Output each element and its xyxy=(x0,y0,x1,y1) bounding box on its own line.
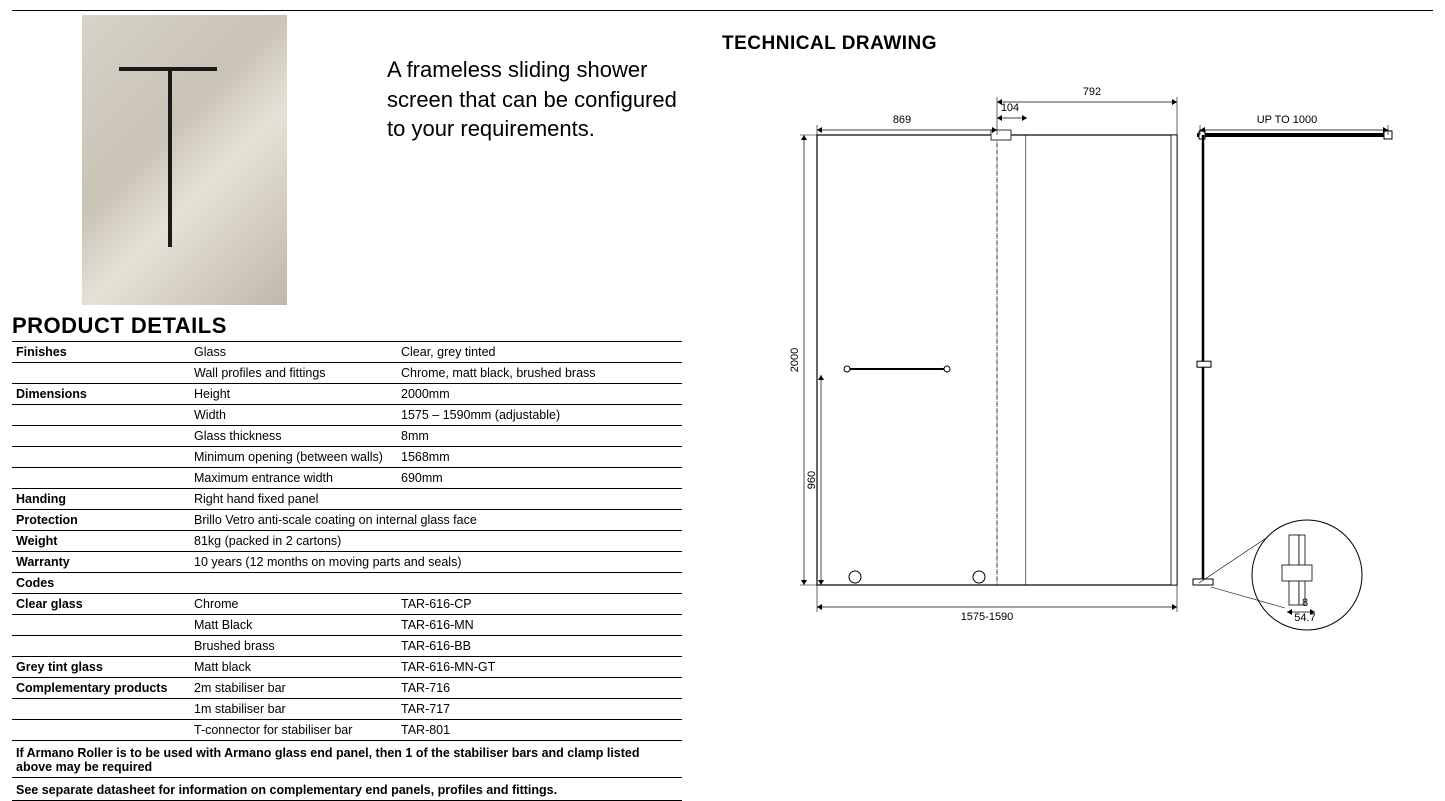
table-row: Minimum opening (between walls)1568mm xyxy=(12,447,682,468)
spec-value: Brillo Vetro anti-scale coating on inter… xyxy=(190,510,682,531)
table-row: HandingRight hand fixed panel xyxy=(12,489,682,510)
table-row: T-connector for stabiliser barTAR-801 xyxy=(12,720,682,741)
svg-text:8: 8 xyxy=(1302,597,1308,609)
table-note-row: See separate datasheet for information o… xyxy=(12,778,682,801)
spec-category xyxy=(12,699,190,720)
technical-drawing-heading: TECHNICAL DRAWING xyxy=(722,33,1433,55)
spec-attribute: Wall profiles and fittings xyxy=(190,363,397,384)
table-row: Brushed brassTAR-616-BB xyxy=(12,636,682,657)
svg-text:UP TO 1000: UP TO 1000 xyxy=(1257,114,1318,126)
spec-value: 81kg (packed in 2 cartons) xyxy=(190,531,682,552)
spec-attribute: 2m stabiliser bar xyxy=(190,678,397,699)
product-details-table: FinishesGlassClear, grey tintedWall prof… xyxy=(12,341,682,801)
spec-value: 10 years (12 months on moving parts and … xyxy=(190,552,682,573)
table-note: If Armano Roller is to be used with Arma… xyxy=(12,741,682,778)
table-row: Complementary products2m stabiliser barT… xyxy=(12,678,682,699)
spec-attribute: Height xyxy=(190,384,397,405)
spec-attribute: Minimum opening (between walls) xyxy=(190,447,397,468)
spec-value: TAR-717 xyxy=(397,699,682,720)
spec-attribute: Brushed brass xyxy=(190,636,397,657)
table-row: Clear glassChromeTAR-616-CP xyxy=(12,594,682,615)
svg-text:104: 104 xyxy=(1001,102,1019,114)
spec-attribute: Glass xyxy=(190,342,397,363)
spec-value: TAR-801 xyxy=(397,720,682,741)
svg-text:960: 960 xyxy=(806,471,818,489)
table-row: Codes xyxy=(12,573,682,594)
svg-text:2000: 2000 xyxy=(789,348,801,372)
spec-category xyxy=(12,720,190,741)
spec-value: TAR-716 xyxy=(397,678,682,699)
spec-value: 8mm xyxy=(397,426,682,447)
left-column: A frameless sliding shower screen that c… xyxy=(12,15,682,801)
spec-category xyxy=(12,363,190,384)
spec-category: Weight xyxy=(12,531,190,552)
spec-category: Codes xyxy=(12,573,190,594)
svg-text:792: 792 xyxy=(1083,86,1101,98)
table-row: Weight81kg (packed in 2 cartons) xyxy=(12,531,682,552)
spec-category: Warranty xyxy=(12,552,190,573)
spec-attribute: 1m stabiliser bar xyxy=(190,699,397,720)
svg-text:54.7: 54.7 xyxy=(1294,612,1315,624)
spec-attribute: Width xyxy=(190,405,397,426)
spec-value: TAR-616-BB xyxy=(397,636,682,657)
spec-attribute: Glass thickness xyxy=(190,426,397,447)
spec-attribute: Chrome xyxy=(190,594,397,615)
spec-category xyxy=(12,426,190,447)
table-row: Matt BlackTAR-616-MN xyxy=(12,615,682,636)
technical-drawing: 792 104 869 UP TO 1000 2000 960 1575-1590 8 54.7 xyxy=(722,85,1433,645)
spec-value: 1568mm xyxy=(397,447,682,468)
product-description: A frameless sliding shower screen that c… xyxy=(387,55,677,144)
table-row: Maximum entrance width690mm xyxy=(12,468,682,489)
spec-value xyxy=(397,573,682,594)
table-row: Width1575 – 1590mm (adjustable) xyxy=(12,405,682,426)
spec-value: Right hand fixed panel xyxy=(190,489,682,510)
right-column: TECHNICAL DRAWING 792 104 869 UP TO 1000 200… xyxy=(722,15,1433,801)
table-row: FinishesGlassClear, grey tinted xyxy=(12,342,682,363)
spec-attribute: Matt black xyxy=(190,657,397,678)
spec-value: TAR-616-MN-GT xyxy=(397,657,682,678)
table-note: See separate datasheet for information o… xyxy=(12,778,682,801)
spec-value: 2000mm xyxy=(397,384,682,405)
spec-category xyxy=(12,468,190,489)
table-note-row: If Armano Roller is to be used with Arma… xyxy=(12,741,682,778)
spec-category xyxy=(12,447,190,468)
spec-category xyxy=(12,636,190,657)
spec-category xyxy=(12,405,190,426)
spec-attribute: T-connector for stabiliser bar xyxy=(190,720,397,741)
spec-value: Clear, grey tinted xyxy=(397,342,682,363)
spec-attribute xyxy=(190,573,397,594)
spec-value: Chrome, matt black, brushed brass xyxy=(397,363,682,384)
spec-category: Grey tint glass xyxy=(12,657,190,678)
spec-category: Clear glass xyxy=(12,594,190,615)
table-row: 1m stabiliser barTAR-717 xyxy=(12,699,682,720)
table-row: Grey tint glassMatt blackTAR-616-MN-GT xyxy=(12,657,682,678)
table-row: Warranty10 years (12 months on moving pa… xyxy=(12,552,682,573)
spec-category: Finishes xyxy=(12,342,190,363)
spec-category: Complementary products xyxy=(12,678,190,699)
spec-category xyxy=(12,615,190,636)
spec-value: 690mm xyxy=(397,468,682,489)
spec-category: Dimensions xyxy=(12,384,190,405)
product-photo xyxy=(82,15,287,305)
page-top-rule xyxy=(12,10,1433,11)
product-details-heading: PRODUCT DETAILS xyxy=(12,313,682,339)
table-row: Wall profiles and fittingsChrome, matt b… xyxy=(12,363,682,384)
spec-attribute: Maximum entrance width xyxy=(190,468,397,489)
table-row: Glass thickness8mm xyxy=(12,426,682,447)
spec-attribute: Matt Black xyxy=(190,615,397,636)
spec-value: TAR-616-MN xyxy=(397,615,682,636)
spec-category: Protection xyxy=(12,510,190,531)
spec-value: 1575 – 1590mm (adjustable) xyxy=(397,405,682,426)
svg-text:869: 869 xyxy=(893,114,911,126)
table-row: DimensionsHeight2000mm xyxy=(12,384,682,405)
spec-category: Handing xyxy=(12,489,190,510)
svg-text:1575-1590: 1575-1590 xyxy=(961,611,1014,623)
table-row: ProtectionBrillo Vetro anti-scale coatin… xyxy=(12,510,682,531)
spec-value: TAR-616-CP xyxy=(397,594,682,615)
